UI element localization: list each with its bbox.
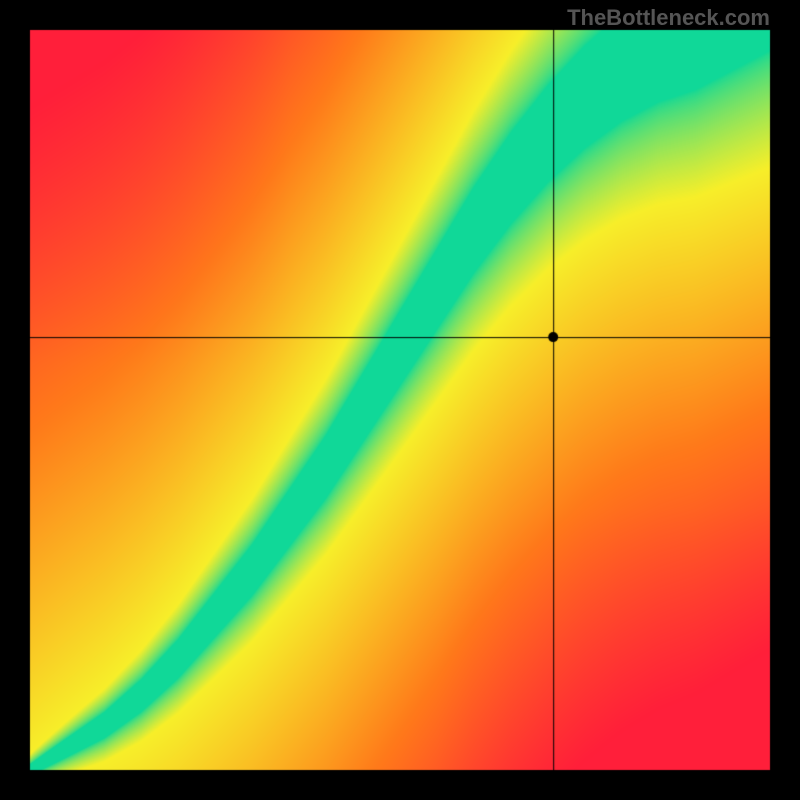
bottleneck-heatmap (0, 0, 800, 800)
watermark-text: TheBottleneck.com (567, 5, 770, 31)
chart-frame: { "watermark": "TheBottleneck.com", "cha… (0, 0, 800, 800)
